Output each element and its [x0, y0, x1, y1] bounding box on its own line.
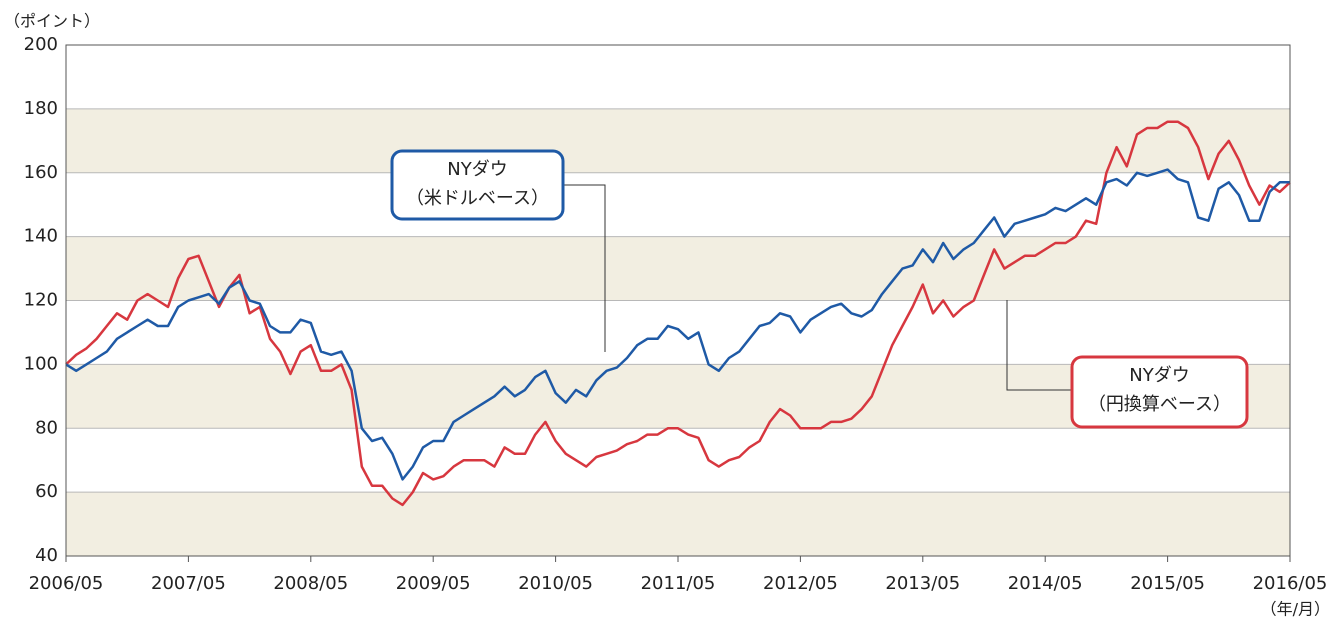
x-tick-label: 2007/05: [151, 573, 226, 594]
y-tick-label: 100: [24, 353, 58, 374]
x-tick-label: 2011/05: [641, 573, 716, 594]
annotation-text: （円換算ベース）: [1088, 394, 1231, 415]
y-tick-label: 80: [35, 417, 58, 438]
leader-line: [563, 184, 606, 352]
y-axis-label: （ポイント）: [4, 12, 100, 31]
y-tick-label: 40: [35, 545, 58, 566]
x-tick-label: 2015/05: [1130, 573, 1205, 594]
x-tick-label: 2006/05: [29, 573, 104, 594]
x-tick-label: 2014/05: [1008, 573, 1083, 594]
x-tick-label: 2008/05: [273, 573, 348, 594]
y-tick-label: 160: [24, 162, 58, 183]
band: [66, 108, 1290, 173]
x-tick-label: 2010/05: [518, 573, 593, 594]
x-tick-label: 2009/05: [396, 573, 471, 594]
band: [66, 492, 1290, 556]
x-tick-label: 2013/05: [885, 573, 960, 594]
band: [66, 236, 1290, 301]
lines: [65, 120, 1291, 507]
y-tick-label: 180: [24, 98, 58, 119]
annotation-box: [1070, 355, 1249, 429]
y-tick-label: 200: [24, 34, 58, 55]
x-tick-label: 2012/05: [763, 573, 838, 594]
annotation-text: NYダウ: [1129, 365, 1189, 386]
y-tick-label: 60: [35, 481, 58, 502]
x-axis-unit: （年/月）: [1261, 600, 1330, 619]
annotation-box: [390, 149, 565, 221]
y-tick-label: 120: [24, 290, 58, 311]
y-tick-label: 140: [24, 226, 58, 247]
annotation-text: NYダウ: [447, 159, 507, 180]
series-line: [65, 168, 1290, 481]
annotation-text: （米ドルベース）: [406, 188, 549, 209]
series-line: [65, 120, 1291, 507]
leader-line: [1006, 300, 1072, 391]
x-tick-label: 2016/05: [1253, 573, 1328, 594]
